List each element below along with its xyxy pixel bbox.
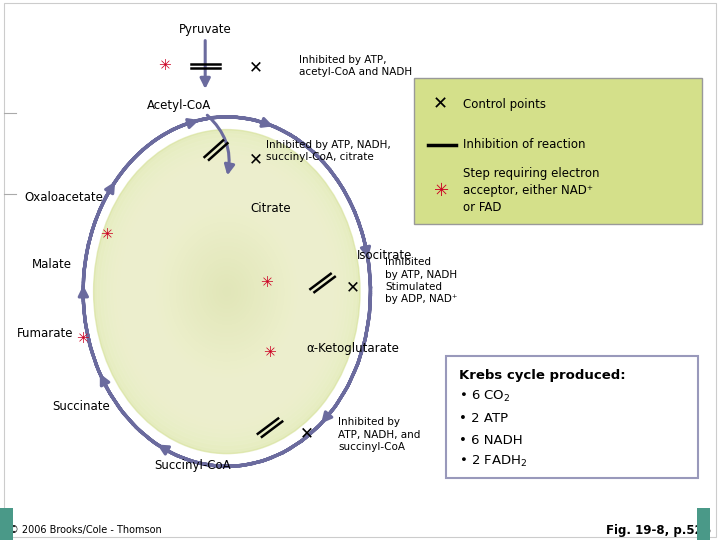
Ellipse shape (174, 227, 280, 356)
Ellipse shape (117, 158, 337, 426)
Text: ✕: ✕ (346, 278, 360, 296)
Text: Fumarate: Fumarate (17, 327, 73, 340)
Text: Acetyl-CoA: Acetyl-CoA (146, 99, 211, 112)
Text: Krebs cycle produced:: Krebs cycle produced: (459, 369, 626, 382)
Text: • 2 FADH$_2$: • 2 FADH$_2$ (459, 454, 528, 469)
Ellipse shape (100, 138, 354, 445)
Ellipse shape (194, 251, 260, 332)
Text: Inhibited by
ATP, NADH, and
succinyl-CoA: Inhibited by ATP, NADH, and succinyl-CoA (338, 417, 420, 452)
Ellipse shape (110, 150, 343, 433)
Text: Inhibition of reaction: Inhibition of reaction (463, 138, 585, 151)
Ellipse shape (114, 154, 340, 429)
Ellipse shape (167, 219, 287, 364)
Ellipse shape (170, 222, 284, 361)
Ellipse shape (163, 214, 290, 368)
Ellipse shape (217, 280, 237, 303)
Ellipse shape (187, 243, 266, 340)
Text: • 6 CO$_2$: • 6 CO$_2$ (459, 389, 510, 404)
Text: ✕: ✕ (432, 95, 448, 113)
Ellipse shape (197, 255, 257, 328)
Text: Succinate: Succinate (53, 400, 110, 413)
Ellipse shape (157, 206, 297, 377)
Ellipse shape (130, 174, 323, 409)
Ellipse shape (127, 170, 327, 413)
Text: Step requiring electron
acceptor, either NAD⁺
or FAD: Step requiring electron acceptor, either… (463, 167, 600, 214)
FancyBboxPatch shape (414, 78, 702, 224)
Text: Oxaloacetate: Oxaloacetate (24, 191, 103, 204)
Ellipse shape (124, 166, 330, 417)
Text: © 2006 Brooks/Cole - Thomson: © 2006 Brooks/Cole - Thomson (9, 525, 161, 535)
Ellipse shape (97, 133, 356, 449)
Text: • 2 ATP: • 2 ATP (459, 412, 508, 425)
Text: ✕: ✕ (300, 424, 314, 442)
Ellipse shape (184, 239, 270, 345)
Text: ✕: ✕ (248, 58, 263, 76)
Ellipse shape (94, 130, 360, 454)
Ellipse shape (153, 202, 300, 381)
Bar (697, 508, 710, 540)
Text: Malate: Malate (32, 258, 72, 271)
Ellipse shape (140, 186, 313, 397)
Ellipse shape (104, 141, 350, 442)
Text: Pyruvate: Pyruvate (179, 23, 232, 36)
Ellipse shape (210, 271, 243, 312)
Ellipse shape (94, 130, 360, 454)
Ellipse shape (223, 287, 230, 296)
Text: ✕: ✕ (248, 150, 263, 168)
Text: Fig. 19-8, p.526: Fig. 19-8, p.526 (606, 524, 711, 537)
Text: Succinyl-CoA: Succinyl-CoA (155, 459, 231, 472)
Text: Citrate: Citrate (251, 202, 291, 215)
Ellipse shape (143, 191, 310, 393)
Text: α-Ketoglutarate: α-Ketoglutarate (306, 342, 399, 355)
Text: • 6 NADH: • 6 NADH (459, 434, 523, 447)
Ellipse shape (190, 247, 264, 336)
Ellipse shape (147, 194, 307, 389)
Text: Inhibited
by ATP, NADH
Stimulated
by ADP, NAD⁺: Inhibited by ATP, NADH Stimulated by ADP… (385, 257, 458, 305)
Text: ✳: ✳ (264, 345, 276, 360)
Text: ✳: ✳ (100, 227, 113, 242)
Ellipse shape (207, 267, 247, 316)
Ellipse shape (150, 198, 303, 384)
Ellipse shape (177, 231, 276, 352)
Ellipse shape (200, 259, 253, 324)
Ellipse shape (120, 162, 333, 421)
Text: ✳: ✳ (76, 331, 89, 346)
Bar (0, 508, 13, 540)
Text: Inhibited by ATP,
acetyl-CoA and NADH: Inhibited by ATP, acetyl-CoA and NADH (299, 55, 412, 77)
Text: ✳: ✳ (260, 275, 273, 291)
Ellipse shape (220, 284, 233, 300)
Text: Inhibited by ATP, NADH,
succinyl-CoA, citrate: Inhibited by ATP, NADH, succinyl-CoA, ci… (266, 140, 391, 163)
Ellipse shape (137, 183, 317, 401)
Text: ✳: ✳ (433, 181, 449, 200)
Text: Control points: Control points (463, 98, 546, 111)
Ellipse shape (214, 275, 240, 308)
Text: ✳: ✳ (158, 58, 171, 73)
Ellipse shape (161, 211, 294, 373)
Ellipse shape (204, 263, 250, 320)
Ellipse shape (107, 146, 347, 437)
Ellipse shape (180, 235, 274, 348)
FancyBboxPatch shape (446, 356, 698, 478)
Ellipse shape (134, 178, 320, 405)
Text: Isocitrate: Isocitrate (356, 249, 412, 262)
